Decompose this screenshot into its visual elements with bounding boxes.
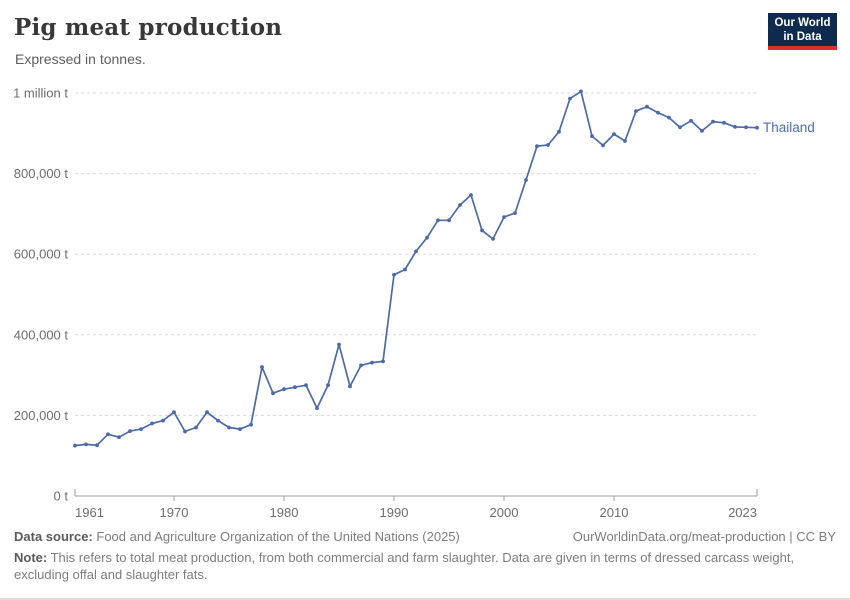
data-point-marker[interactable] bbox=[524, 178, 528, 182]
data-point-marker[interactable] bbox=[183, 429, 187, 434]
data-point-marker[interactable] bbox=[73, 443, 77, 448]
data-point-marker[interactable] bbox=[557, 129, 561, 134]
owid-logo-text: Our World in Data bbox=[768, 13, 837, 46]
data-point-marker[interactable] bbox=[612, 132, 616, 137]
y-axis-tick-label: 800,000 t bbox=[14, 166, 69, 181]
data-point-marker[interactable] bbox=[359, 363, 363, 368]
y-axis-tick-label: 400,000 t bbox=[14, 327, 69, 342]
data-point-marker[interactable] bbox=[238, 427, 242, 431]
data-point-marker[interactable] bbox=[260, 365, 264, 369]
x-axis-tick-label: 1961 bbox=[75, 505, 104, 520]
data-point-marker[interactable] bbox=[744, 125, 748, 130]
owid-logo-line2: in Data bbox=[783, 30, 822, 43]
data-point-marker[interactable] bbox=[271, 391, 275, 396]
data-point-marker[interactable] bbox=[370, 360, 374, 365]
data-point-marker[interactable] bbox=[194, 425, 198, 430]
data-point-marker[interactable] bbox=[304, 383, 308, 388]
data-point-marker[interactable] bbox=[414, 249, 418, 254]
data-point-marker[interactable] bbox=[568, 96, 572, 101]
data-point-marker[interactable] bbox=[117, 435, 121, 440]
data-point-marker[interactable] bbox=[689, 118, 693, 123]
data-point-marker[interactable] bbox=[491, 237, 495, 241]
data-point-marker[interactable] bbox=[700, 129, 704, 133]
data-point-marker[interactable] bbox=[381, 359, 385, 364]
data-point-marker[interactable] bbox=[227, 425, 231, 430]
data-point-marker[interactable] bbox=[667, 115, 671, 120]
source-row: Data source: Food and Agriculture Organi… bbox=[14, 529, 836, 544]
chart-note: Note: This refers to total meat producti… bbox=[14, 550, 795, 582]
data-point-marker[interactable] bbox=[678, 125, 682, 130]
data-point-marker[interactable] bbox=[601, 143, 605, 148]
data-point-marker[interactable] bbox=[535, 144, 539, 149]
data-point-marker[interactable] bbox=[590, 134, 594, 139]
data-point-marker[interactable] bbox=[337, 342, 341, 347]
x-axis-tick-label: 2023 bbox=[728, 505, 757, 520]
data-point-marker[interactable] bbox=[403, 267, 407, 272]
x-axis-tick-label: 1980 bbox=[270, 505, 299, 520]
data-point-marker[interactable] bbox=[579, 89, 583, 94]
data-point-marker[interactable] bbox=[513, 211, 517, 216]
data-point-marker[interactable] bbox=[546, 143, 550, 147]
x-axis-tick-label: 1990 bbox=[380, 505, 409, 520]
data-point-marker[interactable] bbox=[172, 410, 176, 415]
owid-logo[interactable]: Our World in Data bbox=[768, 13, 837, 50]
data-point-marker[interactable] bbox=[161, 418, 165, 423]
owid-logo-accent-bar bbox=[768, 46, 837, 50]
data-point-marker[interactable] bbox=[249, 422, 253, 427]
data-point-marker[interactable] bbox=[634, 109, 638, 113]
data-point-marker[interactable] bbox=[348, 384, 352, 389]
data-point-marker[interactable] bbox=[447, 218, 451, 223]
data-point-marker[interactable] bbox=[733, 125, 737, 129]
data-point-marker[interactable] bbox=[216, 418, 220, 423]
data-point-marker[interactable] bbox=[128, 429, 132, 433]
data-point-marker[interactable] bbox=[293, 385, 297, 390]
x-axis-tick-label: 2000 bbox=[490, 505, 519, 520]
data-point-marker[interactable] bbox=[95, 443, 99, 448]
chart-subtitle: Expressed in tonnes. bbox=[15, 51, 146, 67]
data-point-marker[interactable] bbox=[205, 410, 209, 415]
data-point-marker[interactable] bbox=[139, 427, 143, 431]
data-point-marker[interactable] bbox=[469, 193, 473, 197]
data-point-marker[interactable] bbox=[282, 387, 286, 392]
data-point-marker[interactable] bbox=[623, 139, 627, 143]
data-point-marker[interactable] bbox=[326, 383, 330, 388]
data-point-marker[interactable] bbox=[722, 120, 726, 125]
owid-logo-line1: Our World bbox=[774, 16, 831, 29]
data-point-marker[interactable] bbox=[106, 432, 110, 437]
data-point-marker[interactable] bbox=[392, 272, 396, 277]
data-point-marker[interactable] bbox=[150, 421, 154, 426]
chart-footer: Data source: Food and Agriculture Organi… bbox=[14, 529, 836, 583]
note-label: Note: bbox=[14, 550, 48, 565]
x-axis-tick-label: 2010 bbox=[600, 505, 629, 520]
data-point-marker[interactable] bbox=[480, 228, 484, 233]
entity-label-thailand[interactable]: Thailand bbox=[763, 120, 815, 135]
data-point-marker[interactable] bbox=[84, 442, 88, 447]
y-axis-tick-label: 200,000 t bbox=[14, 408, 69, 423]
y-axis-tick-label: 0 t bbox=[54, 489, 69, 504]
data-point-marker[interactable] bbox=[656, 110, 660, 115]
page-title: Pig meat production bbox=[14, 14, 283, 41]
y-axis-tick-label: 1 million t bbox=[13, 86, 68, 101]
data-point-marker[interactable] bbox=[425, 235, 429, 240]
y-axis-tick-label: 600,000 t bbox=[14, 247, 69, 262]
data-point-marker[interactable] bbox=[711, 119, 715, 124]
data-point-marker[interactable] bbox=[436, 218, 440, 223]
owid-link[interactable]: OurWorldinData.org/meat-production | CC … bbox=[572, 529, 836, 544]
data-source-text: Data source: Food and Agriculture Organi… bbox=[14, 529, 460, 544]
data-point-marker[interactable] bbox=[645, 104, 649, 109]
data-source-label: Data source: bbox=[14, 529, 93, 544]
data-point-marker[interactable] bbox=[755, 125, 759, 130]
data-point-marker[interactable] bbox=[458, 203, 462, 207]
data-point-marker[interactable] bbox=[502, 215, 506, 220]
x-axis-tick-label: 1970 bbox=[160, 505, 189, 520]
data-point-marker[interactable] bbox=[315, 406, 319, 410]
series-line-thailand[interactable] bbox=[74, 90, 758, 447]
